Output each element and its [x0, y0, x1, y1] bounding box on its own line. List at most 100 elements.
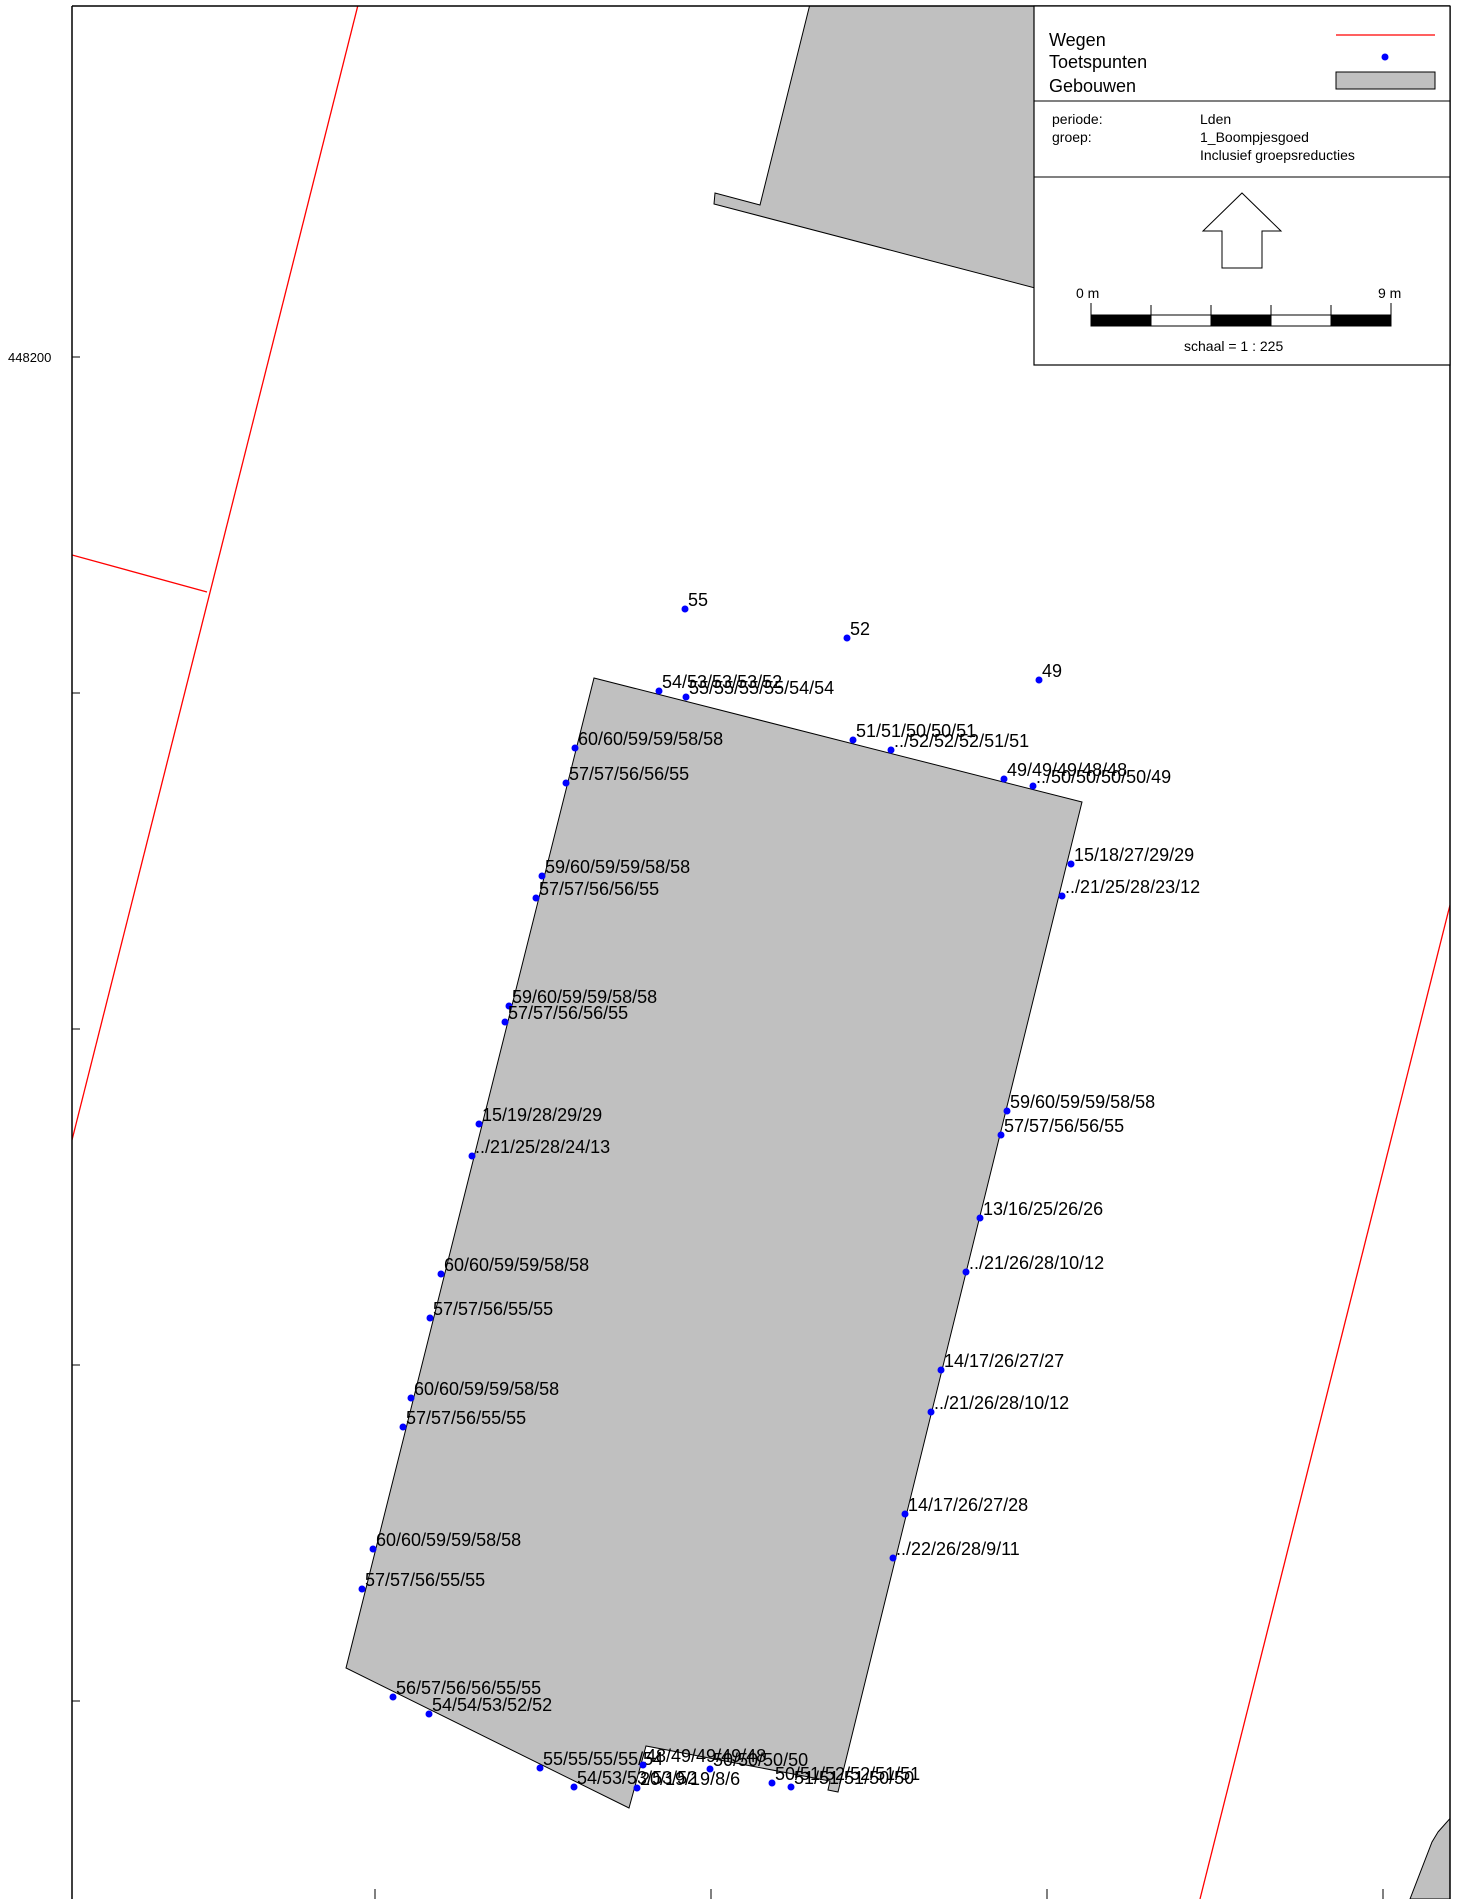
test-point-marker [1003, 1107, 1011, 1115]
test-point-label: ../22/26/28/9/11 [896, 1539, 1020, 1559]
scalebar [1090, 303, 1392, 327]
test-point-marker [633, 1784, 641, 1792]
test-point-label: ../21/25/28/24/13 [475, 1137, 610, 1157]
test-point-label: 57/57/56/55/55 [406, 1408, 526, 1428]
test-point-label: 60/60/59/59/58/58 [444, 1255, 589, 1275]
test-point-marker [937, 1366, 945, 1374]
test-point-marker [682, 693, 690, 701]
test-point-marker [468, 1152, 476, 1160]
test-point-marker [425, 1710, 433, 1718]
info-value-periode: Lden [1200, 111, 1231, 127]
y-axis-label: 448200 [8, 350, 51, 365]
road-line [1199, 904, 1450, 1899]
test-point-label: 57/57/56/55/55 [365, 1570, 485, 1590]
scalebar-start-label: 0 m [1076, 285, 1099, 301]
test-point-marker [1035, 676, 1043, 684]
test-point-label: 48/49/49/49/48 [646, 1746, 766, 1766]
legend-frame [1033, 5, 1451, 366]
test-point-label: 57/57/56/56/55 [539, 879, 659, 899]
test-point-marker [407, 1394, 415, 1402]
test-point-label: 57/57/56/56/55 [1004, 1116, 1124, 1136]
test-point-label: ../21/26/28/10/12 [969, 1253, 1104, 1273]
test-point-label: 14/17/26/27/27 [944, 1351, 1064, 1371]
test-point-marker [927, 1408, 935, 1416]
test-point-label: 55 [688, 590, 708, 610]
building-main [345, 677, 1083, 1809]
test-point-marker [475, 1120, 483, 1128]
test-point-label: ../50/50/50/50/49 [1036, 767, 1171, 787]
scalebar-scale-text: schaal = 1 : 225 [1184, 338, 1283, 354]
test-point-label: 57/57/56/56/55 [569, 764, 689, 784]
test-point-marker [358, 1585, 366, 1593]
test-point-marker [369, 1545, 377, 1553]
test-point-marker [426, 1314, 434, 1322]
test-point-marker [437, 1270, 445, 1278]
test-point-marker [1029, 782, 1037, 790]
legend-symbol-building [1335, 71, 1436, 90]
test-point-marker [681, 605, 689, 613]
test-point-label: 52 [850, 619, 870, 639]
info-value-groep: 1_Boompjesgoed [1200, 129, 1309, 145]
test-point-label: 54/54/53/52/52 [432, 1695, 552, 1715]
test-point-label: 49 [1042, 661, 1062, 681]
test-point-label: 55/55/55/55/54/54 [689, 678, 834, 698]
legend-symbol-point [1381, 53, 1389, 61]
north-arrow-icon [1201, 192, 1283, 269]
test-point-label: 59/60/59/59/58/58 [1010, 1092, 1155, 1112]
legend-label-gebouwen: Gebouwen [1049, 76, 1136, 96]
test-point-label: 60/60/59/59/58/58 [578, 729, 723, 749]
test-point-label: 50/51/52/52/51/51 [775, 1764, 920, 1784]
test-point-marker [1000, 775, 1008, 783]
test-point-label: 59/60/59/59/58/58 [545, 857, 690, 877]
test-point-marker [887, 746, 895, 754]
building-top [713, 6, 1036, 289]
test-point-label: 56/57/56/56/55/55 [396, 1678, 541, 1698]
test-point-marker [538, 872, 546, 880]
test-point-marker [399, 1423, 407, 1431]
y-axis-ticks [72, 356, 80, 1702]
test-point-marker [997, 1131, 1005, 1139]
test-point-label: 51/51/50/50/51 [856, 721, 976, 741]
test-point-marker [639, 1761, 647, 1769]
test-point-marker [389, 1693, 397, 1701]
info-key-periode: periode: [1052, 111, 1103, 127]
test-point-marker [706, 1765, 714, 1773]
test-point-marker [976, 1214, 984, 1222]
test-point-marker [849, 736, 857, 744]
info-key-groep: groep: [1052, 129, 1092, 145]
x-axis-ticks [374, 1889, 1384, 1899]
test-point-label: 49/49/49/48/48 [1007, 760, 1127, 780]
test-point-marker [655, 687, 663, 695]
test-point-label: 15/19/28/29/29 [482, 1105, 602, 1125]
test-point-marker [562, 779, 570, 787]
test-point-label: 55/55/55/55/54 [543, 1749, 663, 1769]
test-point-label: 54/53/53/53/52 [577, 1768, 697, 1788]
points-layer: 55524954/53/53/53/5255/55/55/55/54/5451/… [358, 590, 1200, 1792]
test-point-label: 60/60/59/59/58/58 [414, 1379, 559, 1399]
test-point-label: ../21/25/28/23/12 [1065, 877, 1200, 897]
test-point-marker [532, 894, 540, 902]
test-point-marker [889, 1554, 897, 1562]
test-point-marker [787, 1783, 795, 1791]
test-point-label: ../21/26/28/10/12 [934, 1393, 1069, 1413]
test-point-label: 20/19/19/8/6 [640, 1769, 740, 1789]
test-point-label: 59/60/59/59/58/58 [512, 987, 657, 1007]
test-point-label: 50/50/50/50 [713, 1750, 808, 1770]
test-point-label: ../52/52/52/51/51 [894, 731, 1029, 751]
test-point-label: 15/18/27/29/29 [1074, 845, 1194, 865]
legend-label-toetspunten: Toetspunten [1049, 52, 1147, 72]
test-point-label: 57/57/56/56/55 [508, 1003, 628, 1023]
test-point-label: 51/51/51/50/50 [794, 1768, 914, 1788]
test-point-label: 57/57/56/55/55 [433, 1299, 553, 1319]
test-point-marker [901, 1510, 909, 1518]
building-bottom-right [1409, 1817, 1450, 1899]
test-point-label: 54/53/53/53/52 [662, 672, 782, 692]
test-point-marker [505, 1002, 513, 1010]
legend-label-wegen: Wegen [1049, 30, 1106, 50]
road-line [72, 6, 359, 1141]
road-line [72, 554, 208, 593]
scalebar-end-label: 9 m [1378, 285, 1401, 301]
test-point-label: 60/60/59/59/58/58 [376, 1530, 521, 1550]
test-point-marker [768, 1779, 776, 1787]
test-point-marker [843, 634, 851, 642]
